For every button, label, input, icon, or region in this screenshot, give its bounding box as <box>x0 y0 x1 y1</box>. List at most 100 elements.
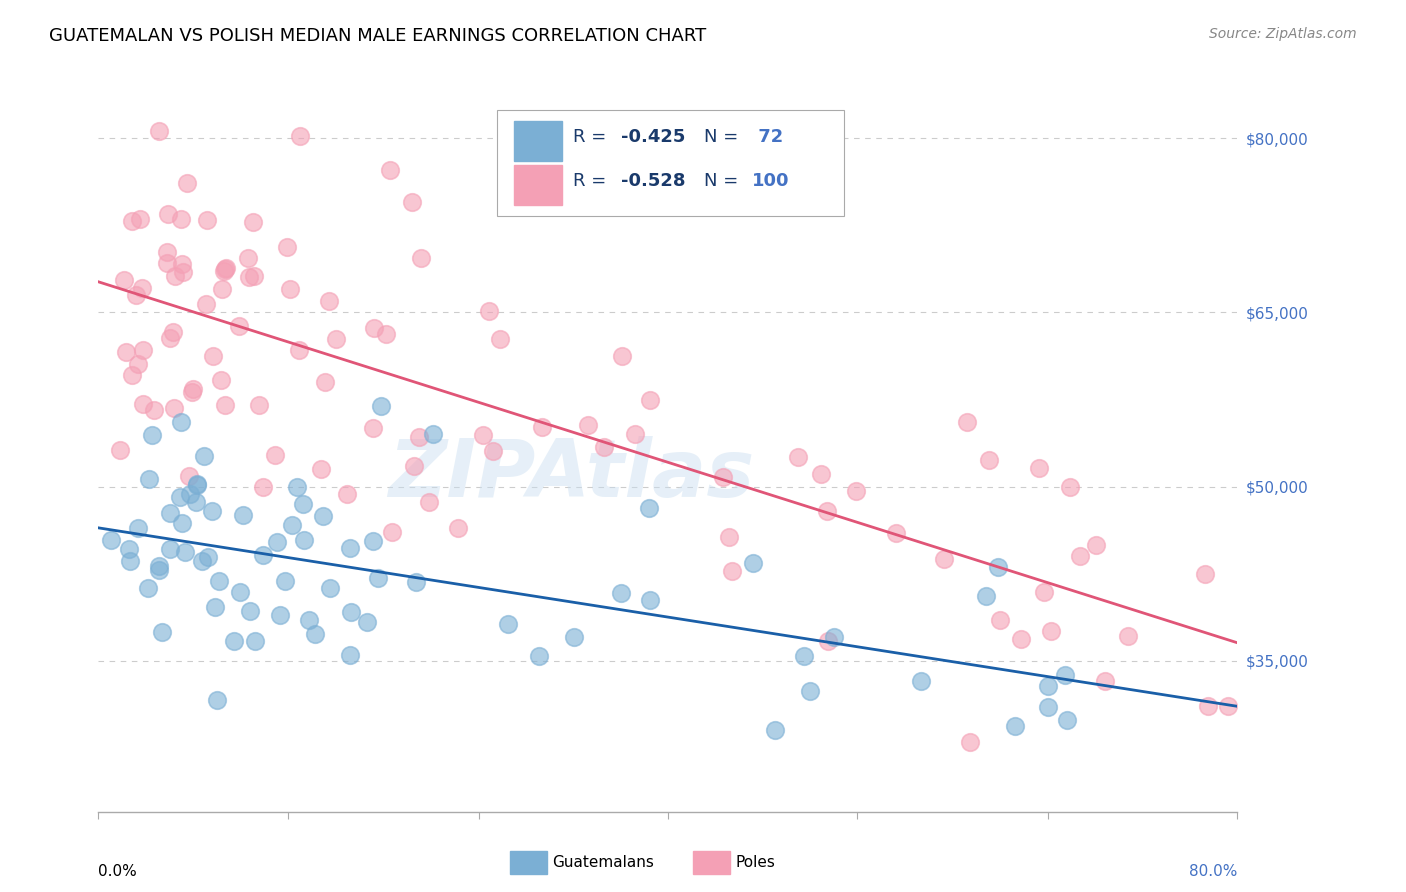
Point <box>1028 460 1050 475</box>
Point <box>356 615 378 630</box>
Point <box>1053 668 1076 682</box>
Point <box>318 293 340 308</box>
Point <box>496 616 519 631</box>
Point <box>159 331 181 345</box>
Point <box>141 428 163 442</box>
Text: ZIPAtlas: ZIPAtlas <box>388 436 754 515</box>
Point <box>401 195 423 210</box>
Point <box>314 375 336 389</box>
Point <box>624 427 647 442</box>
Text: -0.425: -0.425 <box>621 128 686 146</box>
Text: Guatemalans: Guatemalans <box>553 855 654 870</box>
Point <box>193 449 215 463</box>
Point <box>163 268 186 283</box>
Point <box>274 574 297 588</box>
Point <box>845 484 868 499</box>
Point <box>1004 719 1026 733</box>
Point <box>472 427 495 442</box>
Point <box>1197 698 1219 713</box>
Point <box>1094 674 1116 689</box>
Point <box>118 541 141 556</box>
Point <box>138 472 160 486</box>
Text: 72: 72 <box>752 128 783 146</box>
Point <box>987 560 1010 574</box>
Point <box>910 673 932 688</box>
Point <box>482 444 505 458</box>
Point <box>132 397 155 411</box>
FancyBboxPatch shape <box>498 110 845 216</box>
Point <box>224 634 246 648</box>
Point <box>120 554 142 568</box>
Point <box>100 533 122 547</box>
Point <box>214 261 236 276</box>
Point <box>380 163 402 178</box>
Point <box>186 477 208 491</box>
Point <box>402 459 425 474</box>
Point <box>264 448 287 462</box>
Point <box>339 648 361 662</box>
Point <box>527 648 550 663</box>
Point <box>609 585 631 599</box>
Point <box>159 506 181 520</box>
Point <box>172 264 194 278</box>
Point <box>405 575 427 590</box>
Text: Source: ZipAtlas.com: Source: ZipAtlas.com <box>1209 27 1357 41</box>
Text: GUATEMALAN VS POLISH MEDIAN MALE EARNINGS CORRELATION CHART: GUATEMALAN VS POLISH MEDIAN MALE EARNING… <box>49 27 706 45</box>
Point <box>124 288 146 302</box>
Point <box>245 634 267 648</box>
Point <box>150 625 173 640</box>
Point <box>741 556 763 570</box>
Point <box>288 343 311 358</box>
Point <box>339 541 361 555</box>
Point <box>252 549 274 563</box>
Point <box>280 282 302 296</box>
Point <box>1010 632 1032 646</box>
Point <box>169 415 191 429</box>
Point <box>309 462 332 476</box>
Point <box>340 605 363 619</box>
Point <box>156 206 179 220</box>
Point <box>179 487 201 501</box>
Point <box>375 327 398 342</box>
Point <box>292 497 315 511</box>
Point <box>110 443 132 458</box>
Point <box>242 215 264 229</box>
Point <box>408 430 430 444</box>
Point <box>156 244 179 259</box>
Point <box>418 494 440 508</box>
Point <box>163 401 186 415</box>
Point <box>232 508 254 522</box>
Point <box>191 554 214 568</box>
Point <box>1059 480 1081 494</box>
Point <box>207 693 229 707</box>
Point <box>215 261 238 276</box>
Point <box>174 545 197 559</box>
Point <box>195 297 218 311</box>
Point <box>208 574 231 588</box>
Point <box>959 735 981 749</box>
Point <box>148 563 170 577</box>
Point <box>298 614 321 628</box>
Point <box>148 559 170 574</box>
Text: N =: N = <box>704 172 744 190</box>
Point <box>361 420 384 434</box>
Point <box>186 495 208 509</box>
Point <box>312 508 335 523</box>
Point <box>148 124 170 138</box>
Text: N =: N = <box>704 128 744 146</box>
Point <box>155 255 177 269</box>
Point <box>204 600 226 615</box>
Point <box>886 525 908 540</box>
Point <box>977 453 1000 467</box>
Point <box>169 490 191 504</box>
Point <box>817 634 839 648</box>
Point <box>799 684 821 698</box>
Point <box>955 415 977 429</box>
Point <box>211 282 233 296</box>
Point <box>1056 713 1078 727</box>
Text: -0.528: -0.528 <box>621 172 686 190</box>
Point <box>197 549 219 564</box>
Point <box>422 426 444 441</box>
Point <box>336 487 359 501</box>
Point <box>363 321 385 335</box>
